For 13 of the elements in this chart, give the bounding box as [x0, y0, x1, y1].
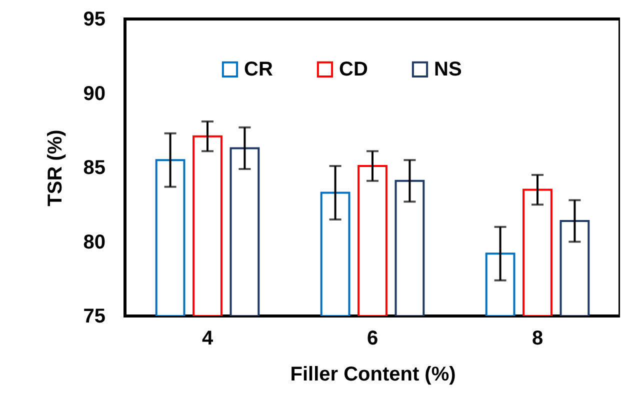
y-tick-label: 85 [83, 157, 106, 179]
x-axis-title: Filler Content (%) [290, 364, 456, 386]
legend-label: CR [244, 58, 274, 80]
x-tick-label: 4 [202, 328, 214, 350]
x-tick-label: 6 [366, 328, 378, 350]
y-tick-label: 95 [83, 8, 106, 30]
y-axis-title: TSR (%) [44, 130, 66, 206]
x-tick-label: 8 [532, 328, 544, 350]
legend-label: CD [339, 58, 368, 80]
y-tick-label: 80 [83, 231, 106, 254]
y-tick-label: 75 [83, 306, 106, 328]
legend-label: NS [434, 58, 462, 80]
y-tick-label: 90 [83, 82, 106, 105]
